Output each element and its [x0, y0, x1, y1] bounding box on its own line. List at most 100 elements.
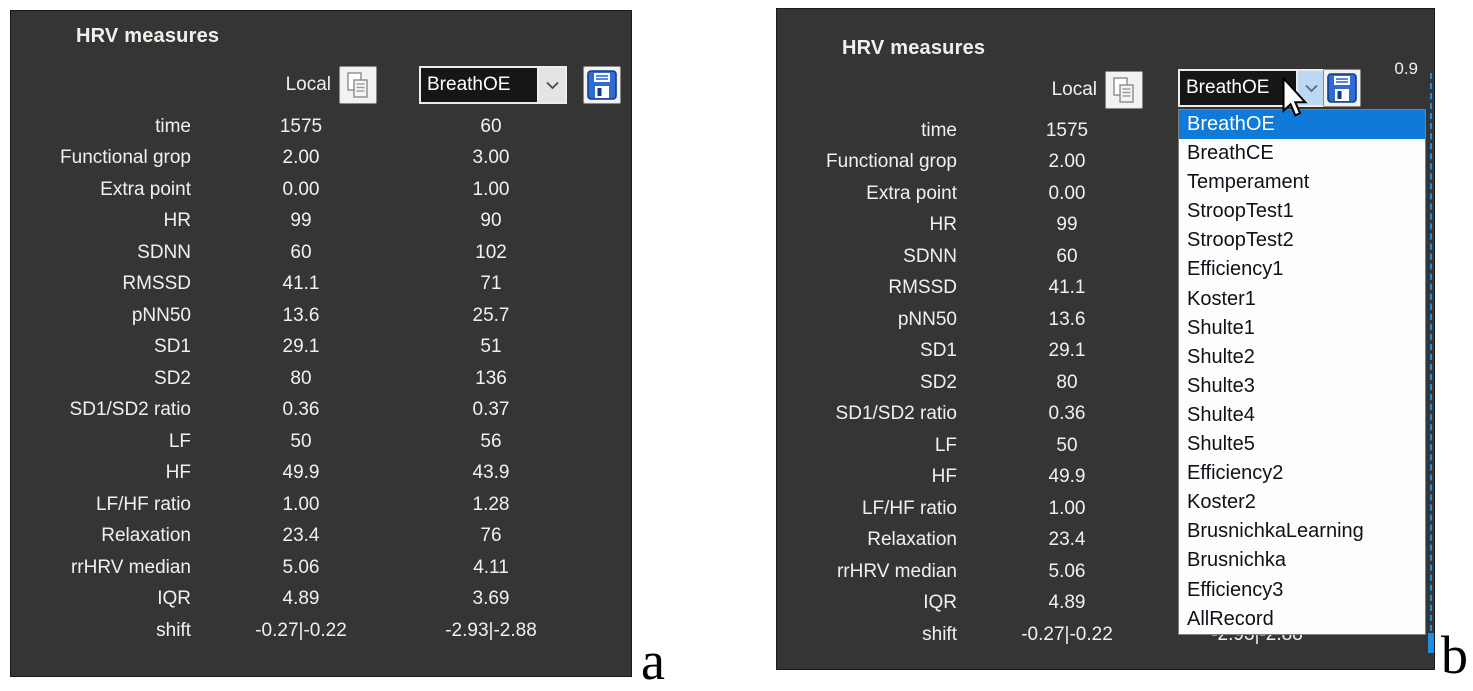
save-button[interactable]: [1323, 69, 1361, 107]
measure-row: SD1 29.1 51: [21, 332, 571, 364]
local-value: 49.9: [1048, 466, 1086, 488]
local-value: 29.1: [1048, 340, 1086, 362]
remote-value: 25.7: [472, 304, 510, 326]
floppy-disk-icon: [1327, 73, 1357, 103]
measure-label: SD2: [920, 371, 957, 393]
measure-row: SD1/SD2 ratio 0.36 0.37: [21, 395, 571, 427]
remote-value: 56: [480, 430, 502, 452]
dropdown-option[interactable]: BrusnichkaLearning: [1187, 520, 1364, 543]
local-value: 13.6: [1048, 308, 1086, 330]
figure-label-a: a: [641, 631, 665, 691]
measure-label: HR: [163, 210, 191, 232]
dropdown-option[interactable]: Koster2: [1187, 491, 1256, 514]
record-dropdown-list: BreathOE BreathCE Temperament StroopTest1 St…: [1178, 109, 1426, 635]
measure-label: pNN50: [897, 308, 957, 330]
dropdown-option[interactable]: Temperament: [1187, 171, 1310, 194]
dropdown-option[interactable]: Shulte5: [1187, 433, 1255, 456]
local-value: 2.00: [282, 147, 320, 169]
local-value: 0.36: [282, 399, 320, 421]
measure-label: SD1: [920, 340, 957, 362]
remote-value: 90: [480, 210, 502, 232]
dropdown-option[interactable]: StroopTest2: [1187, 229, 1294, 252]
save-button[interactable]: [583, 66, 621, 104]
measure-label: time: [921, 119, 957, 141]
measure-label: shift: [156, 619, 191, 641]
local-value: 2.00: [1048, 151, 1086, 173]
dropdown-option[interactable]: AllRecord: [1187, 607, 1274, 630]
floppy-disk-icon: [587, 70, 617, 100]
measure-row: Relaxation 23.4 76: [21, 521, 571, 553]
local-value: 60: [290, 241, 312, 263]
hrv-panel-b: HRV measures Local BreathOE: [776, 8, 1435, 670]
measure-row: SD2 80 136: [21, 363, 571, 395]
hrv-panel-a: HRV measures Local BreathOE: [10, 10, 632, 677]
measure-label: SD1/SD2 ratio: [835, 403, 957, 425]
measure-label: SD1/SD2 ratio: [69, 399, 191, 421]
panel-title: HRV measures: [842, 37, 986, 59]
record-select-value: BreathOE: [427, 74, 511, 95]
dropdown-option[interactable]: Koster1: [1187, 287, 1256, 310]
measure-row: pNN50 13.6 25.7: [21, 300, 571, 332]
local-value: 0.00: [1048, 182, 1086, 204]
dropdown-option[interactable]: Shulte4: [1187, 403, 1255, 426]
measure-row: SDNN 60 102: [21, 237, 571, 269]
measure-label: IQR: [157, 588, 191, 610]
dropdown-option[interactable]: StroopTest1: [1187, 200, 1294, 223]
remote-value: 3.69: [472, 588, 510, 610]
local-value: -0.27|-0.22: [255, 619, 347, 641]
copy-button[interactable]: [1105, 71, 1143, 109]
corner-value: 0.9: [1394, 59, 1418, 78]
dropdown-option[interactable]: BreathCE: [1187, 142, 1274, 165]
dropdown-option[interactable]: Shulte2: [1187, 345, 1255, 368]
measure-row: LF/HF ratio 1.00 1.28: [21, 489, 571, 521]
measure-label: Relaxation: [867, 529, 957, 551]
measure-row: IQR 4.89 3.69: [21, 584, 571, 616]
local-column-label: Local: [285, 74, 331, 95]
local-value: 80: [290, 367, 312, 389]
local-value: 80: [1056, 371, 1078, 393]
measure-row: HF 49.9 43.9: [21, 458, 571, 490]
measure-row: HR 99 90: [21, 206, 571, 238]
measure-row: time 1575 60: [21, 111, 571, 143]
chevron-down-icon[interactable]: [1296, 71, 1324, 105]
local-value: 23.4: [282, 525, 320, 547]
record-select[interactable]: BreathOE: [1178, 69, 1326, 107]
measure-label: Extra point: [866, 182, 957, 204]
remote-value: 1.28: [472, 493, 510, 515]
remote-value: 4.11: [473, 556, 509, 578]
local-column-label: Local: [1051, 79, 1097, 100]
remote-value: 136: [475, 367, 507, 389]
dropdown-option[interactable]: BreathOE: [1179, 110, 1425, 140]
measure-row: shift -0.27|-0.22 -2.93|-2.88: [21, 615, 571, 647]
dropdown-option[interactable]: Efficiency1: [1187, 258, 1284, 281]
remote-value: 60: [480, 115, 502, 137]
local-value: 60: [1056, 245, 1078, 267]
measure-row: LF 50 56: [21, 426, 571, 458]
remote-value: -2.93|-2.88: [445, 619, 537, 641]
measure-label: SDNN: [137, 241, 191, 263]
record-select[interactable]: BreathOE: [419, 66, 567, 104]
local-value: -0.27|-0.22: [1021, 623, 1113, 645]
measure-label: IQR: [923, 592, 957, 614]
local-value: 29.1: [282, 336, 320, 358]
remote-value: 1.00: [472, 178, 510, 200]
remote-value: 71: [480, 273, 502, 295]
measure-row: Functional grop 2.00 3.00: [21, 143, 571, 175]
local-value: 0.36: [1048, 403, 1086, 425]
local-value: 5.06: [282, 556, 320, 578]
measure-label: LF/HF ratio: [95, 493, 191, 515]
local-value: 49.9: [282, 462, 320, 484]
chevron-down-icon[interactable]: [537, 68, 565, 102]
measure-row: rrHRV median 5.06 4.11: [21, 552, 571, 584]
dropdown-option[interactable]: Efficiency3: [1187, 578, 1284, 601]
copy-button[interactable]: [339, 66, 377, 104]
dropdown-option[interactable]: Brusnichka: [1187, 549, 1286, 572]
local-value: 50: [1056, 434, 1078, 456]
dropdown-option[interactable]: Shulte3: [1187, 374, 1255, 397]
dropdown-option[interactable]: Efficiency2: [1187, 462, 1284, 485]
dropdown-option[interactable]: Shulte1: [1187, 316, 1255, 339]
measure-label: LF: [168, 430, 191, 452]
local-value: 1575: [279, 115, 323, 137]
